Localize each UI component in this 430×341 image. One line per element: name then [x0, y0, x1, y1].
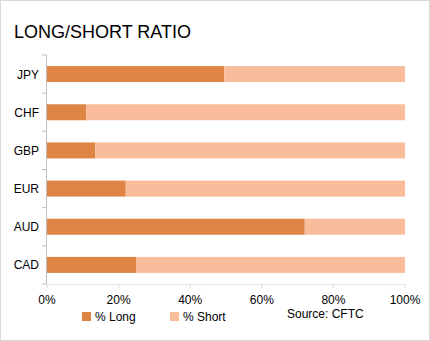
category-label: AUD — [14, 220, 40, 234]
bar-segment — [47, 104, 86, 120]
x-tick-label: 40% — [178, 293, 202, 307]
bar-segment — [95, 142, 405, 158]
category-tick — [42, 93, 47, 94]
x-tick-label: 100% — [390, 293, 421, 307]
chart-container: LONG/SHORT RATIO 0% 20% 40% 60% 80% 100% JPY CHF… — [0, 0, 430, 341]
legend-swatch — [82, 312, 91, 321]
legend-label: % Short — [183, 310, 226, 324]
category-label: EUR — [14, 182, 40, 196]
legend-swatch — [170, 312, 179, 321]
category-tick — [42, 245, 47, 246]
bar-segment — [305, 219, 405, 235]
category-tick — [42, 55, 47, 56]
bar-segment — [47, 66, 224, 82]
bar-segment — [86, 104, 405, 120]
category-label: JPY — [17, 68, 39, 82]
x-tick-label: 80% — [321, 293, 345, 307]
category-tick — [42, 131, 47, 132]
x-tick-label: 0% — [38, 293, 56, 307]
chart-svg: LONG/SHORT RATIO 0% 20% 40% 60% 80% 100% JPY CHF… — [0, 0, 430, 341]
legend-label: % Long — [95, 310, 136, 324]
category-label: CHF — [14, 106, 39, 120]
chart-frame — [1, 1, 430, 341]
x-tick-label: 20% — [107, 293, 131, 307]
category-label: CAD — [14, 258, 40, 272]
category-tick — [42, 207, 47, 208]
bar-segment — [47, 181, 126, 197]
bars — [47, 66, 405, 273]
category-tick — [42, 169, 47, 170]
bar-segment — [47, 142, 95, 158]
category-tick — [42, 284, 47, 285]
bar-segment — [47, 219, 305, 235]
bar-segment — [137, 257, 406, 273]
bar-segment — [47, 257, 137, 273]
category-label: GBP — [14, 144, 39, 158]
bar-segment — [224, 66, 405, 82]
annotation: Source: CFTC — [287, 307, 364, 321]
title: LONG/SHORT RATIO — [14, 22, 191, 42]
x-tick-label: 60% — [250, 293, 274, 307]
bar-segment — [126, 181, 405, 197]
x-axis-line — [47, 284, 405, 285]
